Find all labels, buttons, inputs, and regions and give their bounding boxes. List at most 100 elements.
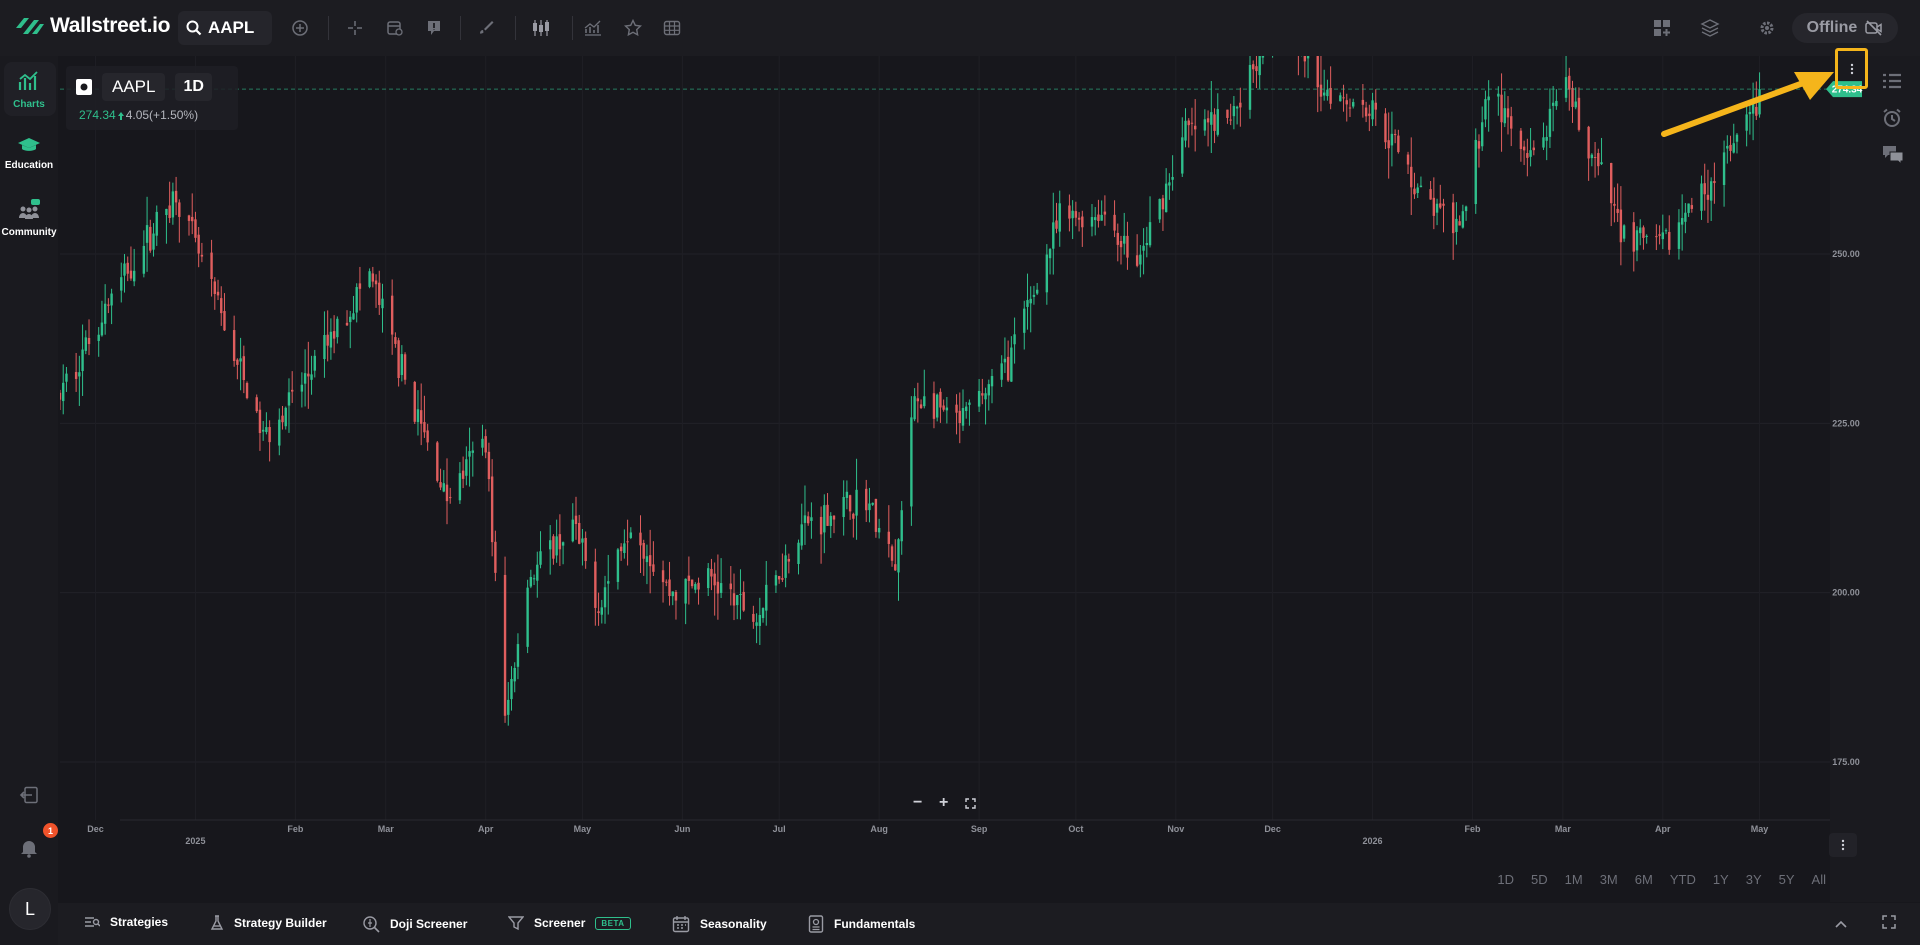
range-1d[interactable]: 1D: [1497, 872, 1515, 887]
logout-button[interactable]: [0, 786, 58, 809]
candle-body: [668, 579, 671, 597]
candle-body: [832, 515, 836, 520]
sidebar-item-community[interactable]: Community: [0, 198, 58, 238]
candle-body: [290, 389, 294, 392]
candle-body: [426, 430, 429, 443]
candle-body: [287, 392, 291, 406]
favorites-button[interactable]: [622, 17, 644, 39]
range-all[interactable]: All: [1811, 872, 1826, 887]
watchlist-button[interactable]: [1882, 72, 1902, 95]
alerts-button[interactable]: [1882, 108, 1902, 133]
bottom-nav-fundamentals[interactable]: Fundamentals: [808, 915, 915, 933]
indicator-settings-button[interactable]: [384, 17, 406, 39]
settings-button[interactable]: [1756, 17, 1778, 39]
candle-body: [1622, 225, 1626, 239]
candle-body: [607, 581, 610, 584]
legend-timeframe[interactable]: 1D: [175, 73, 212, 101]
candle-body: [1103, 211, 1107, 215]
avatar[interactable]: L: [9, 888, 51, 930]
connection-status-toggle[interactable]: Offline: [1792, 13, 1898, 43]
range-1m[interactable]: 1M: [1564, 872, 1583, 887]
notifications-button[interactable]: [0, 838, 58, 863]
candle-body: [736, 595, 739, 606]
crosshair-button[interactable]: [344, 17, 366, 39]
price-axis[interactable]: 175.00 200.00 225.00 250.00: [1832, 249, 1860, 767]
bottom-nav-strategy-builder[interactable]: Strategy Builder: [210, 915, 327, 931]
candle-body: [449, 497, 452, 499]
bottom-nav-seasonality[interactable]: Seasonality: [672, 915, 767, 933]
axis-options-button[interactable]: [1829, 833, 1857, 857]
candle-body: [642, 542, 645, 559]
brush-icon: [480, 21, 494, 34]
candle-body: [155, 211, 158, 236]
add-widget-button[interactable]: [1652, 17, 1674, 39]
candle-body: [955, 404, 958, 413]
expand-panel-button[interactable]: [1834, 916, 1848, 934]
candle-body: [819, 516, 823, 535]
indicators-button[interactable]: [582, 17, 604, 39]
fullscreen-chart-button[interactable]: [965, 796, 976, 814]
bottom-nav-doji-screener[interactable]: Doji Screener: [362, 915, 467, 933]
candle-body: [423, 422, 426, 433]
range-1y[interactable]: 1Y: [1712, 872, 1729, 887]
alert-button[interactable]: [423, 17, 445, 39]
candle-body: [142, 245, 146, 274]
candle-body: [1416, 187, 1419, 193]
app-logo[interactable]: Wallstreet.io: [14, 14, 170, 38]
kebab-menu-icon: [1841, 839, 1845, 851]
candle-body: [1023, 308, 1026, 333]
candle-body: [1709, 181, 1713, 201]
alert-flag-icon: [428, 21, 440, 35]
left-sidebar: Charts Education Community: [0, 56, 58, 945]
candle-body: [1123, 235, 1126, 244]
chart-type-button[interactable]: [530, 17, 552, 39]
sidebar-item-label: Charts: [13, 99, 45, 110]
sidebar-item-charts[interactable]: Charts: [0, 70, 58, 110]
range-6m[interactable]: 6M: [1634, 872, 1653, 887]
sidebar-item-label: Education: [4, 160, 54, 171]
compare-symbol-button[interactable]: [289, 17, 311, 39]
candle-body: [336, 318, 339, 338]
top-toolbar: Wallstreet.io AAPL Offline: [0, 0, 1920, 56]
candle-body: [74, 371, 78, 379]
range-3y[interactable]: 3Y: [1745, 872, 1762, 887]
range-5y[interactable]: 5Y: [1778, 872, 1795, 887]
drawing-tool-button[interactable]: [475, 17, 497, 39]
time-tick-label: Apr: [1655, 824, 1671, 834]
calendar-gear-icon: [387, 21, 403, 36]
candle-body: [1751, 103, 1755, 114]
symbol-search[interactable]: AAPL: [178, 11, 272, 45]
zoom-out-button[interactable]: −: [913, 794, 923, 811]
list-icon: [1883, 73, 1901, 89]
candle-body: [1387, 140, 1390, 149]
candle-body: [1048, 249, 1052, 259]
sidebar-item-education[interactable]: Education: [0, 137, 58, 171]
flask-icon: [210, 915, 224, 930]
candle-body: [442, 483, 445, 492]
range-ytd[interactable]: YTD: [1669, 872, 1696, 887]
fullscreen-button[interactable]: [1882, 915, 1896, 934]
range-3m[interactable]: 3M: [1599, 872, 1618, 887]
candle-body: [548, 540, 552, 550]
candle-body: [378, 282, 381, 305]
price-chart[interactable]: 175.00 200.00 225.00 250.00 Dec 2025 Feb Mar Ap…: [60, 56, 1864, 902]
candle-body: [1510, 116, 1513, 129]
chat-button[interactable]: [1882, 144, 1904, 169]
price-tick-label: 200.00: [1832, 588, 1860, 598]
candle-body: [823, 505, 826, 533]
candle-body: [774, 575, 778, 586]
chart-menu-button[interactable]: [1835, 48, 1868, 89]
layout-grid-button[interactable]: [661, 17, 683, 39]
bottom-nav-screener[interactable]: Screener BETA: [508, 915, 631, 931]
legend-symbol[interactable]: AAPL: [102, 73, 166, 101]
star-icon: [624, 19, 642, 37]
table-icon: [663, 20, 681, 36]
candle-body: [1390, 133, 1394, 146]
time-axis[interactable]: Dec 2025 Feb Mar Apr May Jun Jul Aug Sep Oct Nov Dec…: [87, 824, 1768, 846]
zoom-in-button[interactable]: +: [939, 794, 949, 811]
layers-button[interactable]: [1699, 17, 1721, 39]
candle-body: [1735, 134, 1739, 142]
bottom-nav-strategies[interactable]: Strategies: [84, 915, 168, 929]
range-5d[interactable]: 5D: [1531, 872, 1548, 887]
candle-body: [578, 522, 581, 544]
